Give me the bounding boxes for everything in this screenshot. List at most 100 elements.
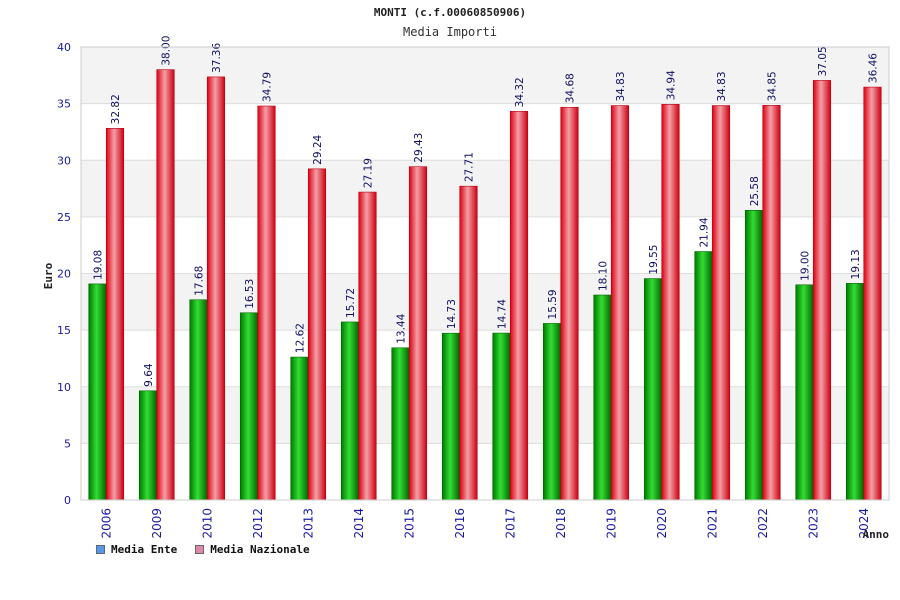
data-label-nazionale-2022: 34.85 <box>767 71 779 101</box>
data-label-nazionale-2016: 27.71 <box>464 152 476 182</box>
bar-ente-2022 <box>744 210 764 501</box>
data-label-ente-2006: 19.08 <box>93 250 105 280</box>
bar-nazionale-2018 <box>560 106 579 501</box>
legend-label-ente: Media Ente <box>111 543 178 556</box>
bar-nazionale-2019 <box>610 105 630 501</box>
data-label-nazionale-2021: 34.83 <box>716 71 728 101</box>
data-label-nazionale-2017: 34.32 <box>514 77 526 107</box>
bar-nazionale-2010 <box>206 76 226 501</box>
data-label-ente-2012: 16.53 <box>244 279 256 309</box>
data-label-ente-2024: 19.13 <box>850 249 862 279</box>
data-label-ente-2020: 19.55 <box>648 245 660 275</box>
data-label-nazionale-2014: 27.19 <box>363 158 375 188</box>
bar-ente-2009 <box>138 390 158 501</box>
x-tick-label-2023: 2023 <box>806 508 820 539</box>
data-label-ente-2015: 13.44 <box>396 313 408 343</box>
legend-swatch-ente <box>96 545 105 554</box>
plot-frame <box>80 46 890 501</box>
bar-ente-2014 <box>340 321 360 501</box>
data-label-nazionale-2015: 29.43 <box>413 133 425 163</box>
y-tick-label: 5 <box>64 437 71 450</box>
data-label-nazionale-2023: 37.05 <box>817 46 829 76</box>
bar-nazionale-2024 <box>863 86 882 501</box>
data-label-nazionale-2012: 34.79 <box>262 72 274 102</box>
x-tick-label-2010: 2010 <box>200 508 214 539</box>
bar-nazionale-2022 <box>762 105 781 501</box>
y-tick-label: 0 <box>64 494 71 507</box>
bar-nazionale-2023 <box>812 80 832 501</box>
data-label-nazionale-2009: 38.00 <box>161 36 173 66</box>
bar-nazionale-2017 <box>509 111 529 501</box>
data-label-ente-2017: 14.74 <box>497 299 509 329</box>
y-tick-label: 15 <box>57 324 71 337</box>
bar-ente-2018 <box>542 323 562 501</box>
data-label-ente-2023: 19.00 <box>800 251 812 281</box>
bar-ente-2013 <box>290 356 309 501</box>
bar-ente-2010 <box>189 299 208 501</box>
data-label-ente-2022: 25.58 <box>749 176 761 206</box>
bar-ente-2020 <box>643 278 663 501</box>
x-tick-label-2015: 2015 <box>402 508 416 539</box>
y-tick-label: 25 <box>57 211 71 224</box>
bars <box>88 69 882 501</box>
y-tick-label: 20 <box>57 268 71 281</box>
bar-ente-2012 <box>239 312 259 501</box>
x-tick-label-2013: 2013 <box>301 508 315 539</box>
legend: Media Ente Media Nazionale <box>96 543 310 556</box>
x-tick-label-2021: 2021 <box>705 508 719 539</box>
x-tick-label-2024: 2024 <box>857 508 871 539</box>
chart-title: MONTI (c.f.00060850906) <box>373 6 527 19</box>
x-tick-label-2016: 2016 <box>453 508 467 539</box>
data-label-nazionale-2013: 29.24 <box>312 134 324 164</box>
bar-nazionale-2006 <box>105 128 125 501</box>
data-label-nazionale-2018: 34.68 <box>565 73 577 103</box>
chart-subtitle: Media Importi <box>403 25 497 39</box>
bar-ente-2015 <box>391 347 410 501</box>
bar-ente-2021 <box>694 251 713 501</box>
y-tick-label: 10 <box>57 381 71 394</box>
bar-nazionale-2016 <box>459 185 478 501</box>
x-tick-label-2017: 2017 <box>503 508 517 539</box>
data-label-nazionale-2019: 34.83 <box>615 71 627 101</box>
legend-swatch-nazionale <box>195 545 205 554</box>
y-tick-label: 35 <box>57 98 71 111</box>
bar-ente-2023 <box>795 284 814 501</box>
bar-nazionale-2012 <box>257 105 276 501</box>
bar-ente-2024 <box>845 283 865 501</box>
x-tick-label-2020: 2020 <box>655 508 669 539</box>
x-tick-label-2014: 2014 <box>352 508 366 539</box>
y-tick-label: 30 <box>57 154 71 167</box>
bar-nazionale-2013 <box>307 168 327 501</box>
legend-item-ente: Media Ente <box>96 543 177 556</box>
data-label-nazionale-2006: 32.82 <box>110 94 122 124</box>
y-axis-label: Euro <box>42 262 55 289</box>
x-tick-label-2018: 2018 <box>554 508 568 539</box>
data-label-ente-2013: 12.62 <box>295 323 307 353</box>
bar-nazionale-2014 <box>358 191 377 501</box>
bar-nazionale-2015 <box>408 166 428 501</box>
x-tick-label-2022: 2022 <box>756 508 770 539</box>
x-tick-label-2012: 2012 <box>251 508 265 539</box>
bar-ente-2017 <box>492 332 511 501</box>
data-label-nazionale-2024: 36.46 <box>868 53 880 83</box>
bar-nazionale-2021 <box>711 105 731 501</box>
data-labels: 19.08 32.82 9.64 38.00 17.68 37.36 16.53 34.79 1… <box>93 36 880 387</box>
bar-ente-2016 <box>441 332 461 501</box>
x-axis-label: Anno <box>863 528 890 541</box>
data-label-ente-2010: 17.68 <box>194 266 206 296</box>
data-label-ente-2014: 15.72 <box>345 288 357 318</box>
x-tick-label-2006: 2006 <box>99 508 113 539</box>
data-label-ente-2021: 21.94 <box>699 217 711 247</box>
data-label-ente-2019: 18.10 <box>598 261 610 291</box>
data-label-nazionale-2020: 34.94 <box>666 70 678 100</box>
legend-label-nazionale: Media Nazionale <box>210 543 310 556</box>
y-tick-label: 40 <box>57 41 71 54</box>
data-label-ente-2016: 14.73 <box>446 299 458 329</box>
data-label-ente-2018: 15.59 <box>547 289 559 319</box>
data-label-ente-2009: 9.64 <box>143 363 155 387</box>
bar-nazionale-2009 <box>156 69 175 501</box>
x-tick-label-2019: 2019 <box>604 508 618 539</box>
bar-ente-2019 <box>593 294 612 501</box>
data-label-nazionale-2010: 37.36 <box>211 43 223 73</box>
